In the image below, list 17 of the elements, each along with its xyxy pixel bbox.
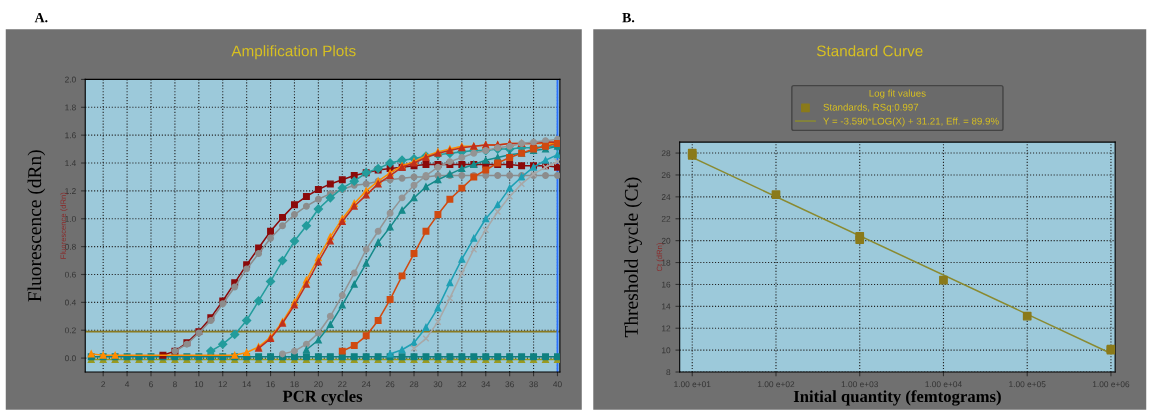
y-tick-label: 18 xyxy=(662,259,671,266)
y-tick-label: 0.4 xyxy=(64,299,76,306)
legend-title: Log fit values xyxy=(869,89,926,99)
y-tick-label: 1.2 xyxy=(65,188,76,194)
y-tick-label: 0.8 xyxy=(64,243,76,250)
legend-label: Y = -3.590*LOG(X) + 31.21, Eff. = 89.9% xyxy=(823,117,999,127)
text: A. xyxy=(34,12,48,23)
chart-title: Standard Curve xyxy=(816,45,923,57)
chart-title: Amplification Plots xyxy=(231,45,356,60)
y-axis-title: Threshold cycle (Ct) xyxy=(624,177,642,338)
y-tick-label: 24 xyxy=(661,194,671,200)
text: B. xyxy=(622,13,635,23)
legend-label: Standards, RSq:0.997 xyxy=(823,103,919,113)
x-axis-title: PCR cycles xyxy=(282,390,363,406)
x-axis-title: Initial quantity (femtograms) xyxy=(793,390,1001,406)
y-tick-label: 26 xyxy=(661,172,671,179)
text: Fluorescence (dRn) xyxy=(27,150,46,302)
